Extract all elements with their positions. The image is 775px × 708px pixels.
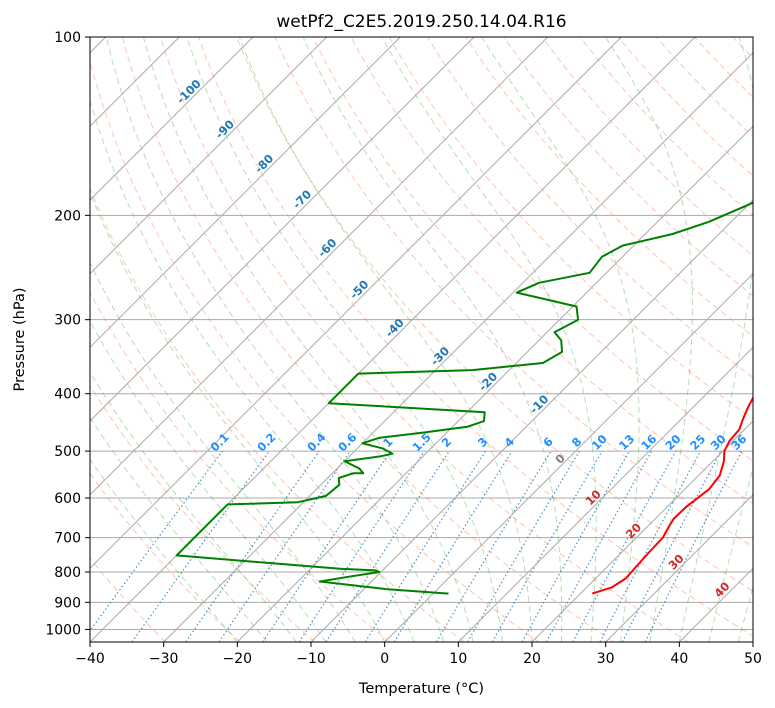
x-tick-label: 10 bbox=[449, 651, 467, 667]
x-tick-label: 50 bbox=[744, 651, 762, 667]
y-tick-label: 1000 bbox=[45, 622, 81, 638]
dry-adiabat bbox=[159, 37, 689, 642]
dry-adiabat bbox=[503, 37, 753, 297]
moist-adiabat bbox=[238, 37, 533, 642]
x-tick-label: −10 bbox=[296, 651, 326, 667]
x-tick-label: −30 bbox=[149, 651, 179, 667]
isotherm bbox=[90, 37, 401, 349]
chart-title: wetPf2_C2E5.2019.250.14.04.R16 bbox=[276, 12, 566, 32]
moist-adiabat bbox=[90, 261, 356, 642]
y-tick-label: 200 bbox=[54, 208, 81, 224]
moist-adiabat bbox=[90, 371, 297, 642]
mixing-ratio-line bbox=[572, 450, 677, 642]
axis-ticks: −40 −30 −20 −10 0 10 20 30 40 50 100 200 300 400 500 60… bbox=[45, 30, 762, 667]
y-tick-label: 900 bbox=[54, 595, 81, 611]
x-tick-label: 40 bbox=[670, 651, 688, 667]
x-tick-label: 20 bbox=[523, 651, 541, 667]
mixing-ratio-line bbox=[364, 450, 486, 642]
x-axis-label: Temperature (°C) bbox=[358, 681, 484, 697]
dry-adiabat bbox=[426, 37, 753, 378]
y-tick-label: 300 bbox=[54, 313, 81, 329]
moist-adiabat bbox=[737, 585, 753, 642]
y-axis-label: Pressure (hPa) bbox=[12, 287, 28, 391]
mixing-ratio-line bbox=[466, 450, 580, 642]
mixing-ratio-line bbox=[131, 450, 270, 642]
moist-adiabat bbox=[481, 37, 640, 642]
moist-adiabat bbox=[604, 37, 693, 642]
isotherm bbox=[90, 37, 622, 570]
moist-adiabat bbox=[186, 37, 503, 642]
mixing-ratio-line bbox=[325, 450, 450, 642]
temperature-profile-line bbox=[591, 395, 753, 595]
mixing-ratio-line bbox=[435, 450, 552, 642]
dry-adiabat bbox=[312, 37, 753, 505]
dry-adiabat bbox=[236, 37, 753, 592]
isotherm bbox=[457, 346, 753, 642]
moist-adiabat bbox=[381, 37, 597, 642]
dry-adiabat bbox=[121, 37, 614, 642]
y-tick-label: 800 bbox=[54, 565, 81, 581]
isotherm bbox=[384, 272, 753, 642]
moist-adiabat bbox=[90, 191, 386, 642]
isotherm bbox=[90, 37, 475, 422]
isotherm bbox=[90, 37, 254, 201]
profile-series bbox=[175, 201, 753, 595]
x-tick-label: 30 bbox=[597, 651, 615, 667]
mixing-ratio-line bbox=[393, 450, 513, 642]
isotherm bbox=[531, 420, 753, 642]
y-tick-label: 600 bbox=[54, 491, 81, 507]
moist-adiabat bbox=[708, 465, 753, 642]
moist-adiabat bbox=[90, 416, 268, 642]
background-lines bbox=[90, 37, 753, 642]
moist-adiabat bbox=[678, 37, 753, 642]
plot-frame bbox=[89, 36, 754, 643]
y-tick-label: 400 bbox=[54, 387, 81, 403]
moist-adiabat bbox=[302, 37, 563, 642]
moist-adiabat bbox=[142, 37, 474, 642]
x-tick-label: 0 bbox=[380, 651, 389, 667]
dry-adiabat bbox=[90, 291, 390, 642]
dry-adiabat bbox=[617, 37, 753, 177]
x-tick-label: −40 bbox=[75, 651, 105, 667]
mixing-ratio-line bbox=[521, 450, 631, 642]
dry-adiabat bbox=[198, 37, 753, 637]
isotherm bbox=[605, 493, 753, 642]
isotherm bbox=[90, 37, 328, 275]
mixing-ratio-line bbox=[491, 450, 603, 642]
dry-adiabat bbox=[90, 59, 540, 642]
x-tick-label: −20 bbox=[223, 651, 253, 667]
isotherm bbox=[310, 199, 753, 642]
dry-adiabat bbox=[274, 37, 753, 548]
dry-adiabat bbox=[90, 186, 465, 642]
mixing-ratio-line bbox=[185, 450, 320, 642]
y-tick-label: 100 bbox=[54, 30, 81, 46]
moist-adiabat bbox=[105, 37, 445, 642]
isotherm bbox=[90, 37, 549, 496]
isotherm bbox=[163, 51, 753, 642]
y-tick-label: 500 bbox=[54, 444, 81, 460]
dry-adiabat bbox=[90, 384, 316, 642]
y-tick-label: 700 bbox=[54, 531, 81, 547]
moist-adiabat bbox=[90, 320, 327, 642]
mixing-ratio-line bbox=[90, 450, 223, 632]
moist-adiabat bbox=[90, 458, 238, 642]
mixing-ratio-line bbox=[218, 450, 351, 642]
isotherm bbox=[236, 125, 753, 642]
dry-adiabat bbox=[388, 37, 753, 420]
dewpoint-profile-line bbox=[175, 201, 753, 595]
